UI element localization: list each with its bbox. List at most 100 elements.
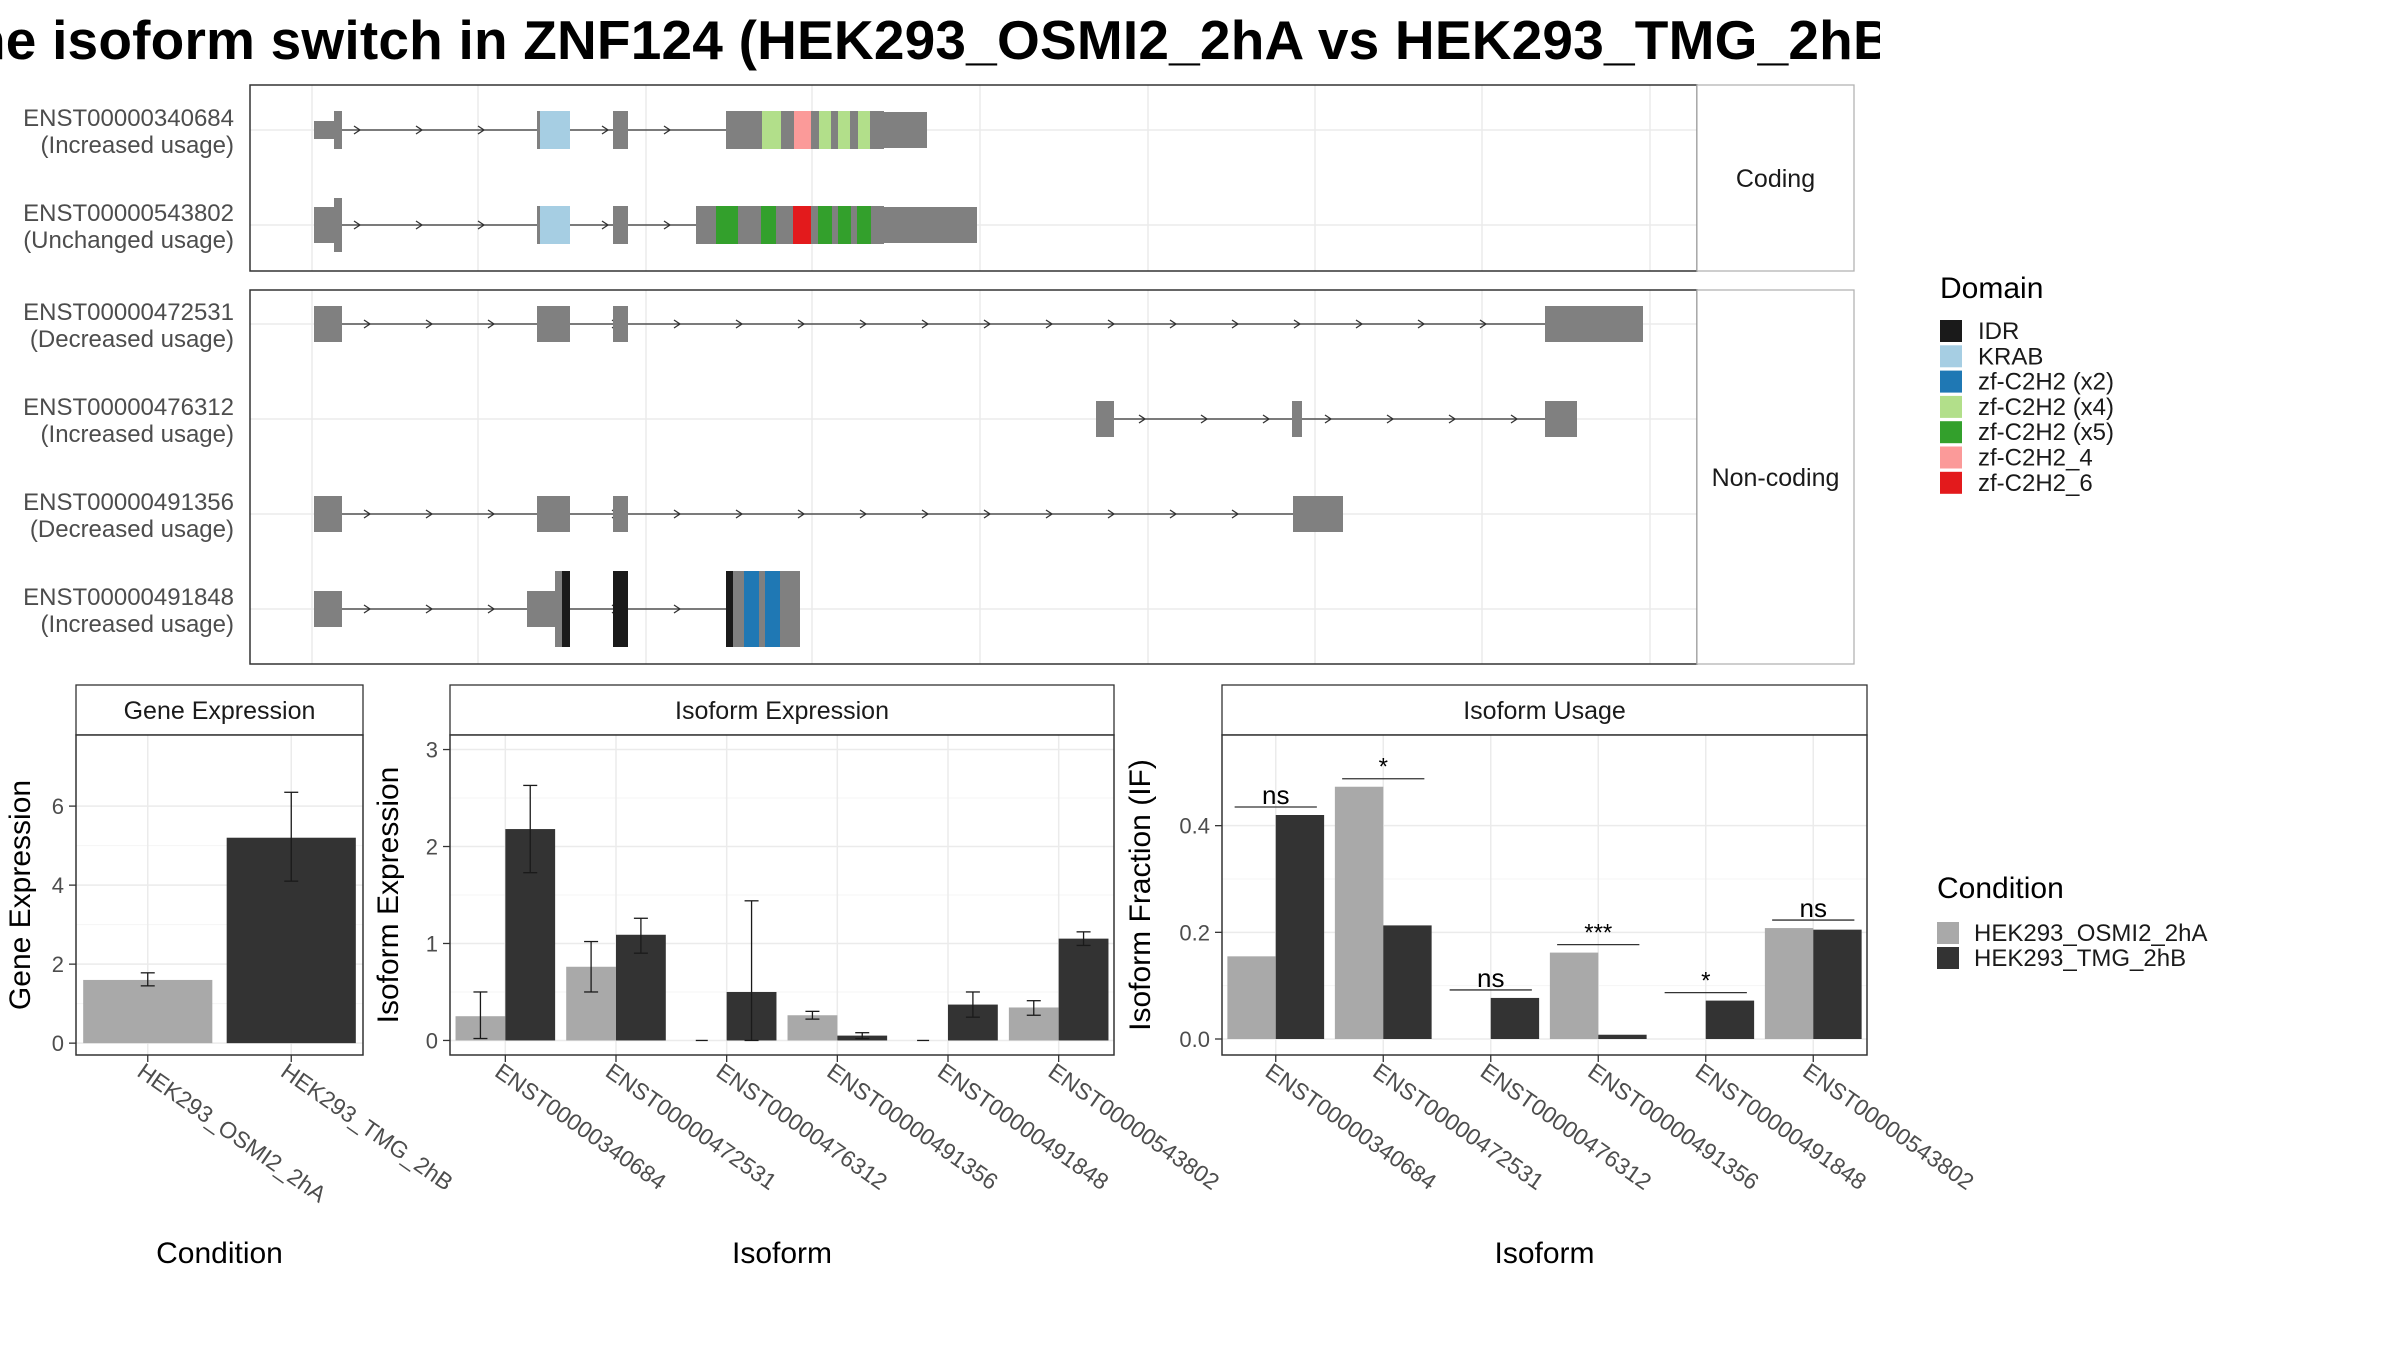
isoform-usage-y-tick-label: 0.0	[1179, 1027, 1210, 1052]
cds-exon	[738, 206, 761, 244]
cds-exon	[776, 206, 793, 244]
domain-legend-key	[1940, 320, 1962, 342]
gene-expression-y-tick-label: 4	[52, 873, 64, 898]
intron-arrow	[735, 319, 744, 329]
domain-idr	[562, 571, 570, 647]
cds-exon	[733, 571, 744, 647]
isoform-usage-strip	[1221, 684, 1868, 736]
isoform-usage-bar	[1764, 928, 1814, 1039]
intron-arrow	[1355, 319, 1364, 329]
intron-arrow	[673, 319, 682, 329]
isoform-usage-bar	[1383, 925, 1432, 1039]
intron-arrow	[1107, 509, 1116, 519]
domain-krab	[540, 111, 570, 149]
domain-krab	[540, 206, 570, 244]
cds-exon	[726, 111, 762, 149]
isoform-usage-x-axis-title: Isoform	[1494, 1237, 1594, 1270]
transcript-usage-label: (Increased usage)	[41, 421, 234, 448]
isoform-expression-y-tick-label: 1	[426, 931, 438, 956]
intron-arrow	[921, 319, 930, 329]
domain-legend-key	[1940, 421, 1962, 444]
cds-exon	[334, 111, 342, 149]
intron-arrow	[1417, 319, 1426, 329]
significance-label: *	[1701, 968, 1710, 995]
isoform-usage-bar	[1549, 952, 1599, 1039]
domain-legend-label: zf-C2H2 (x4)	[1978, 394, 2114, 421]
domain-zf-c2h2-x2	[765, 571, 780, 647]
domain-legend-label: zf-C2H2 (x2)	[1978, 369, 2114, 396]
domain-zf-c2h2-x5	[716, 206, 738, 244]
condition-legend-label: HEK293_OSMI2_2hA	[1974, 920, 2207, 947]
intron-arrow	[363, 319, 372, 329]
intron-arrow	[1045, 509, 1054, 519]
domain-zf-c2h2-x5	[838, 206, 851, 244]
utr-exon	[527, 591, 560, 627]
gene-expression-y-axis-title: Gene Expression	[4, 780, 37, 1010]
significance-label: ns	[1262, 780, 1289, 810]
cds-exon	[811, 206, 818, 244]
domain-zf-c2h2-x5	[857, 206, 871, 244]
intron-arrow	[425, 509, 434, 519]
intron-arrow	[983, 319, 992, 329]
gene-expression-x-axis-title: Condition	[156, 1237, 283, 1270]
exon	[1545, 306, 1643, 342]
isoform-usage-bar	[1490, 997, 1540, 1039]
isoform-expression-y-tick-label: 3	[426, 738, 438, 763]
cds-exon	[851, 206, 857, 244]
domain-legend-title: Domain	[1940, 272, 2043, 305]
transcript-usage-label: (Decreased usage)	[30, 516, 234, 543]
transcript-id-label: ENST00000476312	[23, 394, 234, 421]
domain-legend-key	[1940, 446, 1962, 469]
intron-arrow	[859, 509, 868, 519]
significance-label: *	[1379, 754, 1388, 781]
domain-legend-label: zf-C2H2_6	[1978, 470, 2093, 497]
isoform-usage-bar	[1275, 815, 1325, 1039]
domain-zf-c2h2-x5	[818, 206, 832, 244]
exon	[1096, 401, 1114, 437]
intron-arrow	[487, 604, 496, 614]
cds-exon	[613, 206, 628, 244]
intron-arrow	[363, 604, 372, 614]
intron-arrow	[353, 125, 362, 135]
intron-arrow	[415, 125, 424, 135]
isoform-expression-x-axis-title: Isoform	[732, 1237, 832, 1270]
domain-zf-c2h2-x4	[819, 111, 831, 149]
domain-legend-key	[1940, 471, 1962, 494]
intron-arrow	[663, 125, 672, 135]
isoform-expression-strip-title: Isoform Expression	[675, 697, 889, 725]
cds-exon	[537, 111, 540, 149]
intron-arrow	[1231, 319, 1240, 329]
cds-exon	[811, 111, 819, 149]
intron-arrow	[487, 509, 496, 519]
domain-zf-c2h2-x4	[762, 111, 781, 149]
cds-exon	[831, 111, 838, 149]
gene-expression-y-tick-label: 6	[52, 794, 64, 819]
cds-exon	[555, 571, 562, 647]
gene-expression-strip	[75, 684, 364, 736]
utr-exon	[314, 207, 337, 243]
isoform-expression-bar	[1058, 938, 1109, 1041]
isoform-usage-bar	[1813, 929, 1862, 1039]
exon	[1292, 401, 1302, 437]
condition-legend-label: HEK293_TMG_2hB	[1974, 945, 2186, 972]
domain-zf-c2h2-x4	[858, 111, 870, 149]
exon	[613, 496, 628, 532]
noncoding-facet-label: Non-coding	[1712, 464, 1840, 492]
intron-arrow	[1169, 509, 1178, 519]
gene-expression-bar	[83, 979, 213, 1044]
isoform-usage-y-axis-title: Isoform Fraction (IF)	[1124, 759, 1157, 1031]
gene-expression-strip-title: Gene Expression	[124, 697, 316, 725]
intron-arrow	[673, 604, 682, 614]
exon	[613, 306, 628, 342]
intron-arrow	[601, 125, 610, 135]
plot-title: he isoform switch in ZNF124 (HEK293_OSMI…	[0, 8, 1880, 88]
utr-exon	[314, 591, 342, 627]
plot-title-text: he isoform switch in ZNF124 (HEK293_OSMI…	[0, 9, 1880, 71]
domain-legend-key	[1940, 370, 1962, 393]
intron-arrow	[797, 509, 806, 519]
utr-exon	[884, 207, 977, 243]
significance-label: ns	[1477, 963, 1504, 993]
intron-arrow	[1386, 414, 1395, 424]
utr-exon	[884, 112, 927, 148]
intron-arrow	[983, 509, 992, 519]
